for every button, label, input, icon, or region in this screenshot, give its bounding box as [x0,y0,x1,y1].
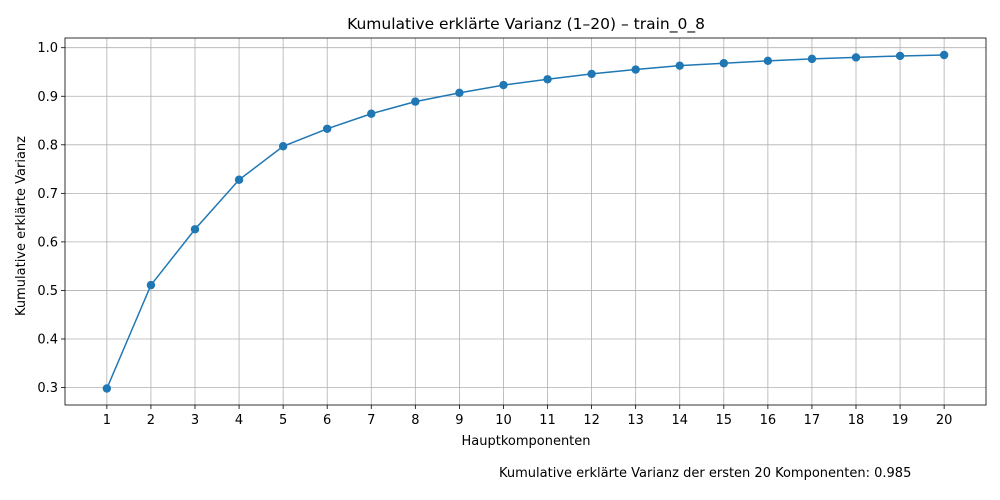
y-tick-label: 0.8 [37,138,58,153]
data-point [851,53,861,62]
data-point [719,59,729,68]
x-tick-label: 14 [671,413,688,428]
y-tick-label: 1.0 [37,41,58,56]
data-point [675,61,684,70]
y-tick-label: 0.6 [37,235,58,250]
data-point [543,75,552,84]
x-axis-ticks: 1 2 3 4 5 6 7 8 9 10 11 12 13 14 15 16 17 18 19 20 [103,405,953,428]
y-tick-label: 0.4 [37,332,58,347]
x-tick-label: 15 [716,413,733,428]
plot-area [64,37,987,406]
x-tick-label: 9 [455,413,463,428]
x-tick-label: 7 [367,413,375,428]
x-tick-label: 2 [147,413,155,428]
data-point [102,384,112,393]
summary-footnote: Kumulative erklärte Varianz der ersten 2… [499,466,912,481]
y-tick-label: 0.7 [37,187,58,202]
data-point [190,225,200,234]
data-point [939,50,949,60]
axes-frame [64,37,987,406]
x-tick-label: 8 [411,413,419,428]
data-point [807,54,817,64]
data-point [278,142,288,151]
y-tick-label: 0.9 [37,90,58,105]
x-tick-label: 20 [936,413,953,428]
y-tick-label: 0.3 [37,381,58,396]
x-tick-label: 4 [235,413,243,428]
y-tick-label: 0.5 [37,284,58,299]
data-point [895,51,905,61]
x-tick-label: 10 [495,413,512,428]
x-tick-label: 19 [892,413,909,428]
x-tick-label: 5 [279,413,287,428]
data-point [587,69,596,79]
x-tick-label: 6 [323,413,331,428]
x-tick-label: 18 [848,413,865,428]
x-tick-label: 3 [191,413,199,428]
data-point [411,97,420,106]
grid-lines [65,38,986,405]
data-point [455,88,464,98]
data-point [322,124,332,133]
data-point [234,175,244,184]
chart-title: Kumulative erklärte Varianz (1–20) – tra… [347,15,705,34]
data-point [146,280,156,290]
data-point [499,80,508,90]
data-point [631,65,640,74]
x-tick-label: 13 [627,413,644,428]
variance-line [106,54,945,389]
x-tick-label: 1 [103,413,111,428]
y-axis-ticks: 0.3 0.4 0.5 0.6 0.7 0.8 0.9 1.0 [37,41,65,396]
x-axis-label: Hauptkomponenten [461,434,590,449]
x-tick-label: 12 [583,413,600,428]
x-tick-label: 11 [539,413,556,428]
data-point [763,56,773,66]
data-point [367,109,376,118]
x-tick-label: 16 [760,413,777,428]
y-axis-label: Kumulative erklärte Varianz [14,136,29,316]
x-tick-label: 17 [804,413,821,428]
